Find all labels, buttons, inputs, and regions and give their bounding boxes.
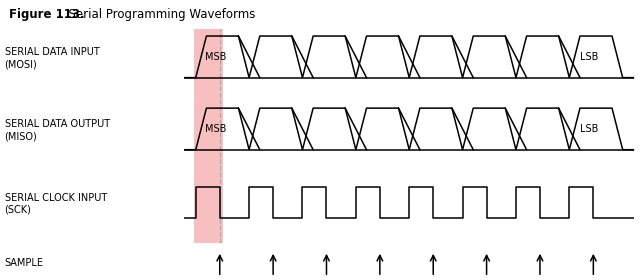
Text: SAMPLE: SAMPLE [4, 258, 44, 268]
Text: SERIAL DATA OUTPUT
(MISO): SERIAL DATA OUTPUT (MISO) [4, 120, 109, 141]
Text: MSB: MSB [205, 124, 227, 134]
Text: LSB: LSB [580, 52, 599, 62]
Text: SERIAL DATA INPUT
(MOSI): SERIAL DATA INPUT (MOSI) [4, 47, 99, 69]
Bar [194, 29, 223, 242]
Text: MSB: MSB [205, 52, 227, 62]
Text: Figure 113.: Figure 113. [9, 8, 84, 21]
Text: SERIAL CLOCK INPUT
(SCK): SERIAL CLOCK INPUT (SCK) [4, 193, 107, 214]
Text: Serial Programming Waveforms: Serial Programming Waveforms [61, 8, 255, 21]
Text: LSB: LSB [580, 124, 599, 134]
